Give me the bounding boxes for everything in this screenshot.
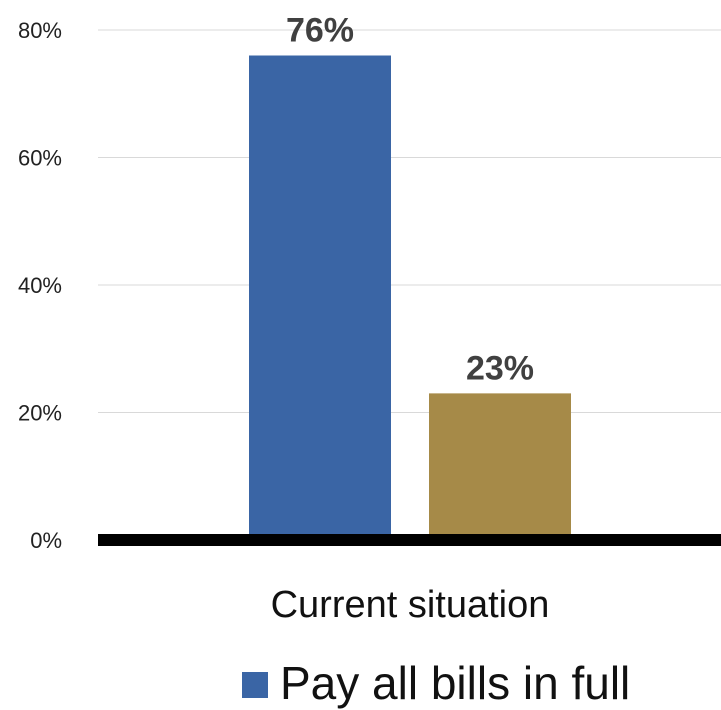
y-axis-ticks: 0% 20% 40% 60% 80% — [18, 18, 62, 553]
data-labels: 76% 23% — [286, 12, 534, 388]
legend-swatch — [242, 672, 268, 698]
category-label: Current situation — [271, 584, 550, 626]
y-tick-label: 0% — [30, 528, 62, 553]
category-labels: Current situation — [271, 584, 550, 626]
y-tick-label: 40% — [18, 273, 62, 298]
gridlines — [98, 29, 721, 413]
legend-label: Pay all bills in full — [280, 657, 630, 709]
y-tick-label: 80% — [18, 18, 62, 43]
y-tick-label: 20% — [18, 401, 62, 426]
bar-2 — [429, 393, 571, 540]
data-label-1: 76% — [286, 12, 354, 50]
x-axis-baseline — [98, 534, 721, 546]
bar-1 — [249, 55, 391, 540]
y-tick-label: 60% — [18, 146, 62, 171]
data-label-2: 23% — [466, 349, 534, 387]
bars — [249, 55, 571, 540]
legend: Pay all bills in full — [242, 657, 630, 709]
